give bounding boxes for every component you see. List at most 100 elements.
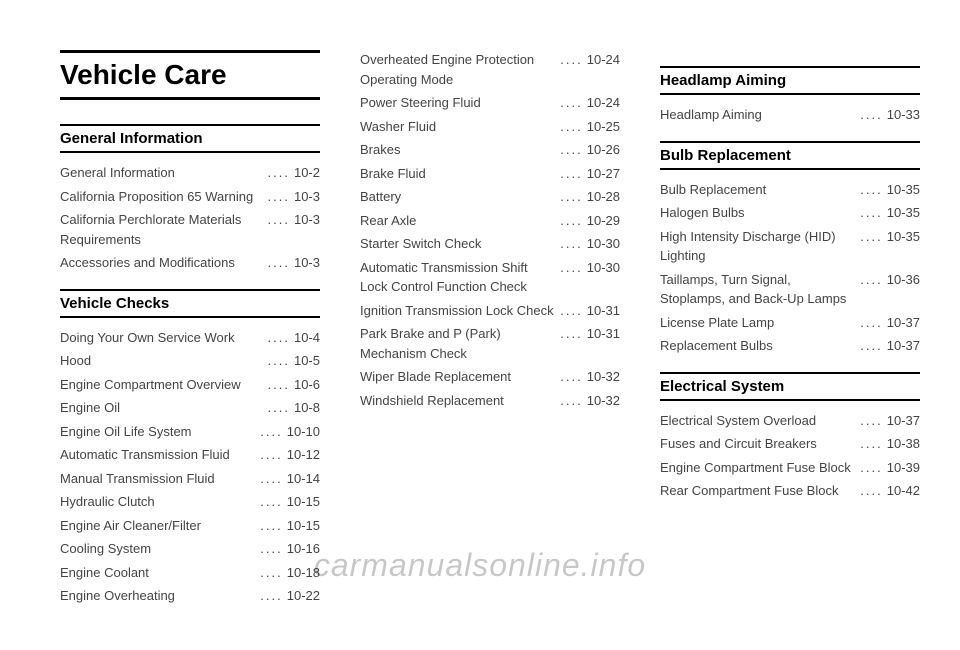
col2-sections: Overheated Engine Protection Operating M… [360, 50, 620, 410]
toc-page: 10-4 [294, 328, 320, 348]
toc-leader: .... [256, 422, 286, 442]
toc-leader: .... [856, 434, 886, 454]
toc-entry: Automatic Transmission Fluid....10-12 [60, 445, 320, 465]
toc-leader: .... [264, 210, 294, 249]
toc-label: High Intensity Discharge (HID) Lighting [660, 227, 856, 266]
toc-label: Automatic Transmission Fluid [60, 445, 256, 465]
toc-entry: Engine Oil....10-8 [60, 398, 320, 418]
toc-page: 10-32 [587, 391, 620, 411]
toc-entry: Replacement Bulbs....10-37 [660, 336, 920, 356]
toc-entry: Taillamps, Turn Signal, Stoplamps, and B… [660, 270, 920, 309]
toc-page: 10-3 [294, 253, 320, 273]
toc-label: Brake Fluid [360, 164, 556, 184]
page-container: Vehicle Care General InformationGeneral … [0, 0, 960, 650]
toc-page: 10-10 [287, 422, 320, 442]
toc-label: Engine Air Cleaner/Filter [60, 516, 256, 536]
toc-leader: .... [256, 469, 286, 489]
toc-leader: .... [556, 93, 586, 113]
toc-page: 10-37 [887, 313, 920, 333]
toc-entry: Battery....10-28 [360, 187, 620, 207]
toc-page: 10-39 [887, 458, 920, 478]
toc-page: 10-31 [587, 324, 620, 363]
toc-entry: California Proposition 65 Warning....10-… [60, 187, 320, 207]
toc-leader: .... [256, 539, 286, 559]
toc-label: California Proposition 65 Warning [60, 187, 264, 207]
toc-label: Engine Compartment Fuse Block [660, 458, 856, 478]
toc-label: Hydraulic Clutch [60, 492, 256, 512]
toc-page: 10-16 [287, 539, 320, 559]
toc-label: Engine Overheating [60, 586, 256, 606]
toc-leader: .... [556, 187, 586, 207]
toc-page: 10-22 [287, 586, 320, 606]
toc-leader: .... [264, 351, 294, 371]
toc-leader: .... [556, 164, 586, 184]
toc-entry: Wiper Blade Replacement....10-32 [360, 367, 620, 387]
toc-leader: .... [256, 586, 286, 606]
toc-leader: .... [556, 140, 586, 160]
toc-page: 10-33 [887, 105, 920, 125]
toc-entry: Accessories and Modifications....10-3 [60, 253, 320, 273]
toc-leader: .... [264, 328, 294, 348]
toc-leader: .... [256, 445, 286, 465]
toc-leader: .... [856, 227, 886, 266]
toc-leader: .... [556, 234, 586, 254]
toc-entry: License Plate Lamp....10-37 [660, 313, 920, 333]
section-heading: Bulb Replacement [660, 141, 920, 170]
toc-label: Overheated Engine Protection Operating M… [360, 50, 556, 89]
toc-label: Fuses and Circuit Breakers [660, 434, 856, 454]
toc-leader: .... [556, 117, 586, 137]
toc-page: 10-24 [587, 93, 620, 113]
toc-page: 10-24 [587, 50, 620, 89]
toc-page: 10-26 [587, 140, 620, 160]
toc-page: 10-18 [287, 563, 320, 583]
toc-label: Windshield Replacement [360, 391, 556, 411]
toc-entry: Windshield Replacement....10-32 [360, 391, 620, 411]
toc-page: 10-5 [294, 351, 320, 371]
toc-leader: .... [556, 367, 586, 387]
section-heading: Electrical System [660, 372, 920, 401]
toc-page: 10-31 [587, 301, 620, 321]
toc-leader: .... [856, 411, 886, 431]
toc-leader: .... [264, 187, 294, 207]
toc-entry: Brake Fluid....10-27 [360, 164, 620, 184]
chapter-title: Vehicle Care [60, 50, 320, 100]
toc-page: 10-37 [887, 336, 920, 356]
toc-entry: Electrical System Overload....10-37 [660, 411, 920, 431]
toc-entry: Hood....10-5 [60, 351, 320, 371]
toc-entry: Power Steering Fluid....10-24 [360, 93, 620, 113]
toc-label: Wiper Blade Replacement [360, 367, 556, 387]
toc-entry: Automatic Transmission Shift Lock Contro… [360, 258, 620, 297]
toc-label: Doing Your Own Service Work [60, 328, 264, 348]
column-3: Headlamp AimingHeadlamp Aiming....10-33B… [660, 50, 920, 610]
toc-label: Engine Oil [60, 398, 264, 418]
toc-page: 10-15 [287, 492, 320, 512]
toc-entry: Starter Switch Check....10-30 [360, 234, 620, 254]
toc-page: 10-32 [587, 367, 620, 387]
toc-page: 10-29 [587, 211, 620, 231]
toc-label: Ignition Transmission Lock Check [360, 301, 556, 321]
toc-page: 10-3 [294, 210, 320, 249]
toc-label: Taillamps, Turn Signal, Stoplamps, and B… [660, 270, 856, 309]
toc-entry: Bulb Replacement....10-35 [660, 180, 920, 200]
toc-label: Brakes [360, 140, 556, 160]
toc-entry: Headlamp Aiming....10-33 [660, 105, 920, 125]
toc-label: General Information [60, 163, 264, 183]
toc-leader: .... [856, 481, 886, 501]
toc-page: 10-8 [294, 398, 320, 418]
toc-entry: Hydraulic Clutch....10-15 [60, 492, 320, 512]
toc-entry: Brakes....10-26 [360, 140, 620, 160]
toc-leader: .... [856, 203, 886, 223]
toc-page: 10-42 [887, 481, 920, 501]
col1-sections: General InformationGeneral Information..… [60, 124, 320, 606]
toc-entry: California Perchlorate Materials Require… [60, 210, 320, 249]
toc-label: Power Steering Fluid [360, 93, 556, 113]
col3-sections: Headlamp AimingHeadlamp Aiming....10-33B… [660, 66, 920, 501]
toc-leader: .... [856, 105, 886, 125]
toc-page: 10-30 [587, 234, 620, 254]
toc-leader: .... [556, 258, 586, 297]
toc-leader: .... [264, 398, 294, 418]
section-heading: Vehicle Checks [60, 289, 320, 318]
toc-entry: Fuses and Circuit Breakers....10-38 [660, 434, 920, 454]
toc-entry: Manual Transmission Fluid....10-14 [60, 469, 320, 489]
toc-leader: .... [264, 375, 294, 395]
